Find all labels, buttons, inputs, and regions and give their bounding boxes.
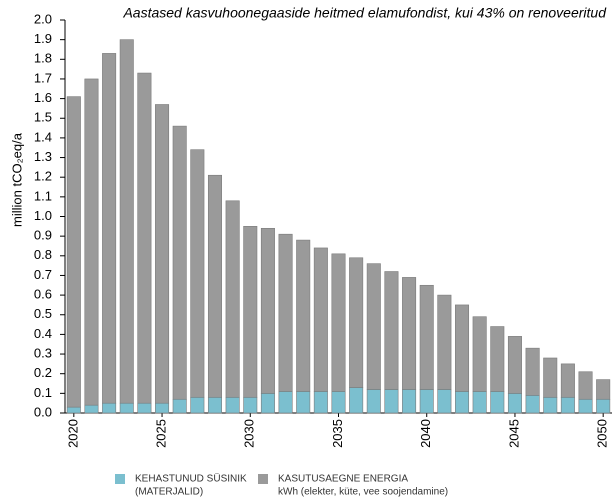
bar-segment — [402, 277, 417, 390]
bar-segment — [560, 396, 575, 414]
y-tick-label: 1.8 — [34, 51, 52, 66]
bar-segment — [119, 39, 134, 404]
bar-segment — [137, 72, 152, 404]
bar-segment — [402, 389, 417, 414]
bar-segment — [560, 363, 575, 398]
bar-segment — [102, 402, 117, 414]
bar-segment — [207, 396, 222, 414]
bar-segment — [455, 391, 470, 414]
bar-segment — [384, 271, 399, 390]
bar-segment — [155, 402, 170, 414]
bar-segment — [260, 393, 275, 414]
bar-segment — [84, 78, 99, 406]
bar-segment — [119, 402, 134, 414]
y-tick-label: 1.7 — [34, 70, 52, 85]
bar-segment — [578, 371, 593, 400]
y-tick-label: 1.4 — [34, 129, 52, 144]
bar-segment — [578, 398, 593, 414]
bar-segment — [507, 336, 522, 394]
y-tick-label: 0.5 — [34, 306, 52, 321]
y-tick-label: 1.0 — [34, 208, 52, 223]
bar-segment — [349, 387, 364, 414]
x-tick-label: 2045 — [506, 419, 521, 448]
bar-segment — [137, 402, 152, 414]
bar-segment — [543, 357, 558, 398]
x-tick-label: 2040 — [418, 419, 433, 448]
bar-segment — [172, 125, 187, 400]
bar-segment — [596, 379, 611, 400]
legend-label: KEHASTUNUD SÜSINIK — [135, 473, 247, 485]
bar-segment — [437, 389, 452, 414]
legend-note: (MATERJALID) — [135, 487, 203, 498]
bar-segment — [207, 174, 222, 398]
bar-segment — [278, 391, 293, 414]
bar-segment — [331, 253, 346, 392]
bar-segment — [490, 326, 505, 392]
bar-segment — [384, 389, 399, 414]
bar-segment — [190, 396, 205, 414]
chart-title: Aastased kasvuhoonegaaside heitmed elamu… — [122, 5, 607, 21]
y-tick-label: 1.5 — [34, 110, 52, 125]
bar-segment — [190, 149, 205, 398]
bar-segment — [507, 393, 522, 414]
y-tick-label: 1.1 — [34, 188, 52, 203]
x-tick-label: 2050 — [595, 419, 610, 448]
bar-segment — [260, 227, 275, 394]
y-tick-label: 0.3 — [34, 345, 52, 360]
y-tick-label: 1.6 — [34, 90, 52, 105]
bar-segment — [313, 247, 328, 392]
bar-segment — [455, 304, 470, 392]
y-tick-label: 0.2 — [34, 365, 52, 380]
bar-segment — [66, 406, 81, 414]
y-tick-label: 0.9 — [34, 228, 52, 243]
y-tick-label: 2.0 — [34, 11, 52, 26]
x-tick-label: 2025 — [153, 419, 168, 448]
legend-note: kWh (elekter, küte, vee soojendamine) — [278, 487, 448, 498]
bar-segment — [313, 391, 328, 414]
y-tick-label: 0.8 — [34, 247, 52, 262]
y-tick-label: 1.3 — [34, 149, 52, 164]
bar-segment — [490, 391, 505, 414]
x-tick-label: 2035 — [330, 419, 345, 448]
bar-segment — [296, 239, 311, 392]
bar-segment — [596, 398, 611, 414]
legend-swatch — [115, 474, 125, 484]
bar-segment — [437, 294, 452, 390]
legend-label: KASUTUSAEGNE ENERGIA — [278, 474, 408, 485]
y-tick-label: 0.4 — [34, 326, 52, 341]
bar-segment — [102, 53, 117, 404]
bar-segment — [525, 395, 540, 414]
y-tick-label: 1.2 — [34, 169, 52, 184]
y-tick-label: 0.1 — [34, 385, 52, 400]
bar-segment — [84, 404, 99, 414]
bar-segment — [366, 389, 381, 414]
bar-segment — [419, 389, 434, 414]
bar-segment — [331, 391, 346, 414]
x-tick-label: 2030 — [242, 419, 257, 448]
bar-segment — [66, 96, 81, 408]
y-tick-label: 0.0 — [34, 404, 52, 419]
bar-segment — [296, 391, 311, 414]
bar-segment — [472, 316, 487, 392]
bar-segment — [278, 233, 293, 392]
bar-segment — [525, 347, 540, 396]
y-axis-label: million tCO₂eq/a — [9, 132, 24, 227]
legend-swatch — [258, 474, 268, 484]
bar-segment — [225, 200, 240, 398]
y-tick-label: 0.7 — [34, 267, 52, 282]
bar-segment — [225, 396, 240, 414]
bar-segment — [155, 104, 170, 404]
bar-segment — [243, 226, 258, 398]
bar-segment — [419, 284, 434, 390]
bar-segment — [472, 391, 487, 414]
bar-segment — [349, 257, 364, 388]
bar-segment — [243, 396, 258, 414]
bar-segment — [172, 398, 187, 414]
y-tick-label: 0.6 — [34, 287, 52, 302]
bar-segment — [543, 396, 558, 414]
y-tick-label: 1.9 — [34, 31, 52, 46]
bar-segment — [366, 263, 381, 390]
x-tick-label: 2020 — [65, 419, 80, 448]
